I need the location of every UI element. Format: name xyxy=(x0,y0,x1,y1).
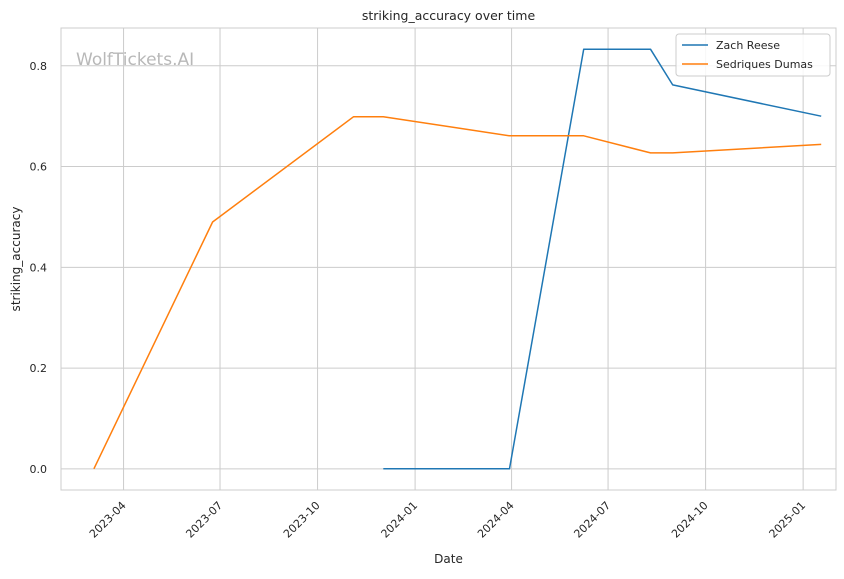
legend-box xyxy=(675,33,831,77)
y-tick-label: 0.0 xyxy=(30,463,48,476)
y-tick-label: 0.2 xyxy=(30,362,48,375)
y-tick-label: 0.8 xyxy=(30,60,48,73)
chart-title: striking_accuracy over time xyxy=(362,8,536,23)
x-axis-label: Date xyxy=(434,552,463,566)
legend-label: Zach Reese xyxy=(716,39,780,52)
series-line-2 xyxy=(93,115,822,470)
series-layer xyxy=(93,48,822,470)
legend: Zach Reese Sedriques Dumas xyxy=(675,33,831,77)
legend-label: Sedriques Dumas xyxy=(716,58,813,71)
y-axis-ticks: 0.0 0.2 0.4 0.6 0.8 xyxy=(30,60,48,476)
y-tick-label: 0.4 xyxy=(30,261,48,274)
y-axis-label: striking_accuracy xyxy=(9,207,23,312)
series-line-1 xyxy=(383,48,822,470)
plot-frame xyxy=(60,27,837,491)
watermark: WolfTickets.AI xyxy=(76,50,194,70)
y-tick-label: 0.6 xyxy=(30,161,48,174)
